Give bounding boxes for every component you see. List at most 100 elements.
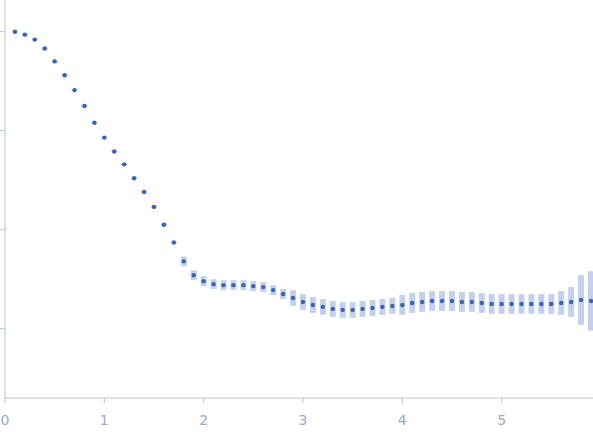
x-tick-label: 4 (398, 412, 407, 428)
data-point (72, 88, 76, 92)
error-bar (459, 292, 465, 312)
error-bar (548, 294, 554, 314)
error-bar (379, 299, 385, 315)
data-point (122, 162, 126, 166)
error-bar (479, 293, 485, 313)
data-point (350, 308, 354, 312)
data-point (499, 302, 503, 306)
error-bar (350, 302, 356, 318)
x-tick-label: 1 (100, 412, 109, 428)
data-point (559, 301, 563, 305)
x-tick-label: 0 (1, 412, 10, 428)
error-bar (181, 256, 187, 266)
x-tick-label: 2 (199, 412, 208, 428)
data-point (221, 283, 225, 287)
data-point (33, 37, 37, 41)
data-point (380, 305, 384, 309)
error-bar (240, 280, 246, 290)
data-point (480, 301, 484, 305)
error-bar (330, 301, 336, 317)
data-point (211, 282, 215, 286)
x-tick-label: 5 (497, 412, 506, 428)
error-bar (230, 280, 236, 290)
data-point (142, 190, 146, 194)
data-point (549, 302, 553, 306)
x-tick (402, 398, 403, 403)
error-bar (439, 291, 445, 311)
data-point (92, 121, 96, 125)
error-bar (270, 285, 276, 295)
data-point (291, 296, 295, 300)
error-bar (290, 290, 296, 306)
data-point (162, 223, 166, 227)
data-point (569, 300, 573, 304)
error-bar (489, 294, 495, 314)
error-bar (201, 276, 207, 286)
data-point (519, 302, 523, 306)
data-point (529, 302, 533, 306)
error-bar (509, 294, 515, 314)
error-bar (250, 281, 256, 291)
data-point (331, 307, 335, 311)
data-point (321, 305, 325, 309)
data-point (400, 303, 404, 307)
x-tick (302, 398, 303, 403)
error-bar (538, 294, 544, 314)
data-point (112, 149, 116, 153)
y-tick (0, 31, 5, 32)
error-bar (419, 292, 425, 312)
error-bar (469, 292, 475, 312)
y-tick (0, 328, 5, 329)
data-point (430, 299, 434, 303)
error-bar (300, 294, 306, 310)
x-tick (5, 398, 6, 403)
x-tick-label: 3 (299, 412, 308, 428)
x-tick (203, 398, 204, 403)
data-point (341, 308, 345, 312)
error-bar (191, 270, 197, 280)
plot-area (13, 29, 593, 330)
error-bar (221, 280, 227, 290)
error-bar (449, 291, 455, 311)
error-bar (310, 297, 316, 313)
data-point (460, 300, 464, 304)
data-point (370, 306, 374, 310)
error-bar (320, 299, 326, 315)
error-bar (558, 291, 564, 315)
data-point (132, 176, 136, 180)
error-bar (399, 295, 405, 315)
data-point (539, 302, 543, 306)
data-point (62, 73, 66, 77)
y-tick (0, 229, 5, 230)
data-point (281, 292, 285, 296)
chart: 0 1 2 3 4 5 (0, 0, 593, 437)
data-point (440, 299, 444, 303)
error-bar (578, 275, 584, 325)
error-bar (370, 300, 376, 316)
data-point (509, 302, 513, 306)
error-bar (360, 301, 366, 317)
data-point (172, 240, 176, 244)
data-point (450, 299, 454, 303)
error-bar (260, 282, 266, 292)
data-point (589, 299, 593, 303)
data-point (231, 283, 235, 287)
error-bar (499, 294, 505, 314)
data-point (192, 273, 196, 277)
data-point (420, 300, 424, 304)
x-tick (501, 398, 502, 403)
error-bar (518, 294, 524, 314)
data-point (261, 285, 265, 289)
x-axis (5, 398, 593, 399)
error-bar (528, 294, 534, 314)
data-point (23, 32, 27, 36)
error-bar (280, 289, 286, 299)
data-point (579, 298, 583, 302)
data-point (390, 304, 394, 308)
data-point (360, 307, 364, 311)
y-tick (0, 130, 5, 131)
error-bar (389, 298, 395, 314)
y-axis (5, 0, 6, 398)
data-point (43, 46, 47, 50)
data-point (52, 59, 56, 63)
